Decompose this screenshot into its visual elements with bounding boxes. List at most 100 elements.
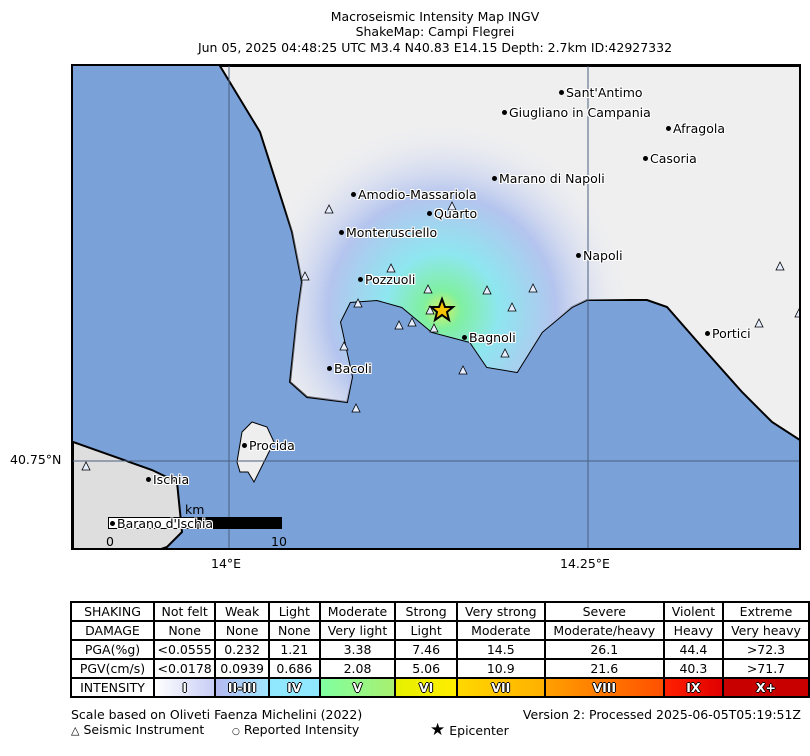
intensity-map[interactable]: km 0 10 [71, 64, 801, 550]
city-label: Monterusciello [339, 225, 437, 240]
city-label: Giugliano in Campania [502, 105, 651, 120]
circle-icon: ○ [232, 727, 240, 737]
city-dot-icon [643, 156, 648, 161]
legend-cell: 44.4 [662, 639, 724, 660]
procida-island [236, 421, 275, 484]
legend-row-label: SHAKING [70, 601, 155, 622]
legend-cell: None [267, 620, 321, 641]
star-icon: ★ [430, 720, 446, 740]
legend-cell: Weak [214, 601, 270, 622]
scale-max: 10 [271, 534, 287, 549]
city-dot-icon [110, 521, 115, 526]
ischia-island [73, 440, 184, 548]
legend-cell: Very heavy [721, 620, 810, 641]
city-label: Sant'Antimo [559, 85, 643, 100]
legend-cell: <0.0555 [152, 639, 217, 660]
legend-cell: None [152, 620, 217, 641]
legend-row: PGV(cm/s) <0.0178 0.0939 0.686 2.08 5.06 10.9 2… [70, 658, 810, 679]
city-label: Pozzuoli [358, 272, 415, 287]
triangle-icon: △ [71, 724, 80, 737]
legend-row: SHAKING Not felt Weak Light Moderate Strong Ve… [70, 601, 810, 622]
city-label: Amodio-Massariola [351, 187, 477, 202]
city-dot-icon [146, 477, 151, 482]
seismic-instruments [81, 201, 799, 471]
city-dot-icon [327, 366, 332, 371]
legend-cell: 5.06 [394, 658, 458, 679]
city-dot-icon [358, 277, 363, 282]
legend-cell: >72.3 [721, 639, 810, 660]
scale-min: 0 [106, 534, 114, 549]
legend-row: PGA(%g) <0.0555 0.232 1.21 3.38 7.46 14.5 26.1 4… [70, 639, 810, 660]
city-dot-icon [339, 230, 344, 235]
legend-cell: 1.21 [267, 639, 321, 660]
intensity-cell: I [152, 677, 217, 698]
city-dot-icon [242, 443, 247, 448]
city-dot-icon [559, 90, 564, 95]
city-label: Napoli [576, 248, 623, 263]
legend-cell: 40.3 [662, 658, 724, 679]
legend-cell: Very strong [455, 601, 546, 622]
legend-cell: 26.1 [543, 639, 665, 660]
city-label: Barano d'Ischia [110, 516, 213, 531]
city-label: Bagnoli [462, 330, 516, 345]
legend-cell: 0.0939 [214, 658, 270, 679]
legend-cell: 10.9 [455, 658, 546, 679]
map-title: Macroseismic Intensity Map INGV [330, 9, 540, 24]
legend-cell: Moderate [455, 620, 546, 641]
legend-row: DAMAGE None None None Very light Light Moderat… [70, 620, 810, 641]
legend-cell: 2.08 [318, 658, 397, 679]
legend-cell: >71.7 [721, 658, 810, 679]
intensity-legend-table: SHAKING Not felt Weak Light Moderate Strong Ve… [70, 601, 810, 698]
city-label: Procida [242, 438, 295, 453]
intensity-cell: VI [394, 677, 458, 698]
legend-cell: Light [394, 620, 458, 641]
city-dot-icon [576, 253, 581, 258]
intensity-cell: VII [455, 677, 546, 698]
intensity-cell: IV [267, 677, 321, 698]
intensity-cell: V [318, 677, 397, 698]
legend-cell: Moderate [318, 601, 397, 622]
legend-row-label: PGA(%g) [70, 639, 155, 660]
key-seismic-instrument: △ Seismic Instrument [71, 722, 205, 737]
intensity-row: INTENSITY I II-III IV V VI VII VIII IX X+ [70, 677, 810, 698]
lat-label: 40.75°N [10, 452, 62, 467]
legend-row-label: DAMAGE [70, 620, 155, 641]
city-dot-icon [351, 192, 356, 197]
legend-cell: Very light [318, 620, 397, 641]
lon-label-14: 14°E [211, 556, 242, 571]
city-label: Bacoli [327, 361, 372, 376]
city-dot-icon [502, 110, 507, 115]
legend-cell: <0.0178 [152, 658, 217, 679]
city-label: Quarto [427, 206, 477, 221]
key-epicenter: ★ Epicenter [430, 720, 509, 740]
legend-cell: Severe [543, 601, 665, 622]
event-info: Jun 05, 2025 04:48:25 UTC M3.4 N40.83 E1… [197, 40, 673, 55]
city-label: Marano di Napoli [492, 171, 605, 186]
city-label: Casoria [643, 151, 697, 166]
map-subtitle: ShakeMap: Campi Flegrei [355, 24, 515, 39]
legend-cell: Not felt [152, 601, 217, 622]
lon-label-14-25: 14.25°E [560, 556, 610, 571]
legend-cell: Moderate/heavy [543, 620, 665, 641]
epicenter-star [428, 296, 456, 323]
legend-cell: 3.38 [318, 639, 397, 660]
legend-cell: 7.46 [394, 639, 458, 660]
legend-cell: Heavy [662, 620, 724, 641]
scale-note: Scale based on Oliveti Faenza Michelini … [71, 707, 363, 722]
intensity-cell: II-III [214, 677, 270, 698]
version-info: Version 2: Processed 2025-06-05T05:19:51… [522, 707, 801, 722]
scale-unit: km [185, 502, 205, 517]
city-dot-icon [462, 335, 467, 340]
legend-cell: 0.686 [267, 658, 321, 679]
key-reported-intensity: ○ Reported Intensity [232, 722, 360, 737]
legend-cell: Violent [662, 601, 724, 622]
city-dot-icon [492, 176, 497, 181]
city-label: Portici [705, 326, 751, 341]
legend-cell: None [214, 620, 270, 641]
scale-bar [108, 517, 282, 529]
legend-cell: Light [267, 601, 321, 622]
intensity-label: INTENSITY [70, 677, 155, 698]
legend-cell: 0.232 [214, 639, 270, 660]
city-dot-icon [427, 211, 432, 216]
legend-cell: Extreme [721, 601, 810, 622]
